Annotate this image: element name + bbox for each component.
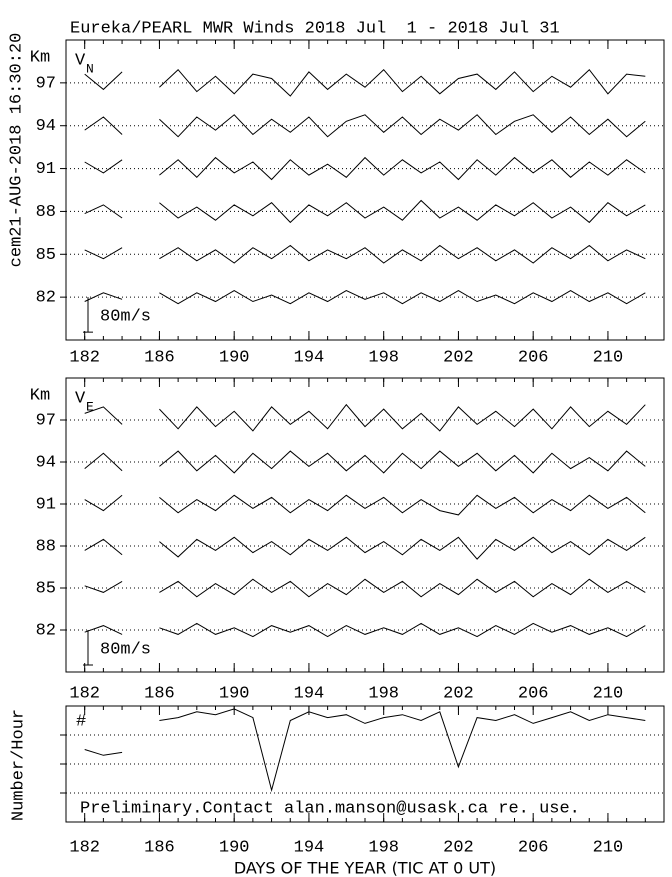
trace: [84, 494, 646, 516]
trace: [84, 622, 646, 638]
trace: [84, 199, 646, 224]
plot-frame: [65, 377, 665, 673]
trace: [84, 290, 646, 305]
x-tick-label: 210: [593, 684, 624, 703]
x-tick-label: 186: [144, 348, 175, 367]
x-tick-label: 206: [518, 838, 549, 857]
note: Preliminary.Contact alan.manson@usask.ca…: [80, 799, 580, 818]
y-tick-label: 85: [36, 246, 56, 265]
y-tick-label: 82: [36, 289, 56, 308]
y-tick-label: 94: [36, 453, 56, 472]
scale-label: 80m/s: [100, 308, 151, 327]
x-tick-label: 182: [69, 838, 100, 857]
x-tick-label: 194: [294, 838, 325, 857]
x-tick-label: 202: [443, 838, 474, 857]
plot-frame: [65, 39, 665, 341]
x-tick-label: 182: [69, 348, 100, 367]
x-tick-label: 202: [443, 684, 474, 703]
trace: [84, 403, 646, 432]
trace: [84, 114, 646, 138]
trace: [84, 578, 646, 598]
component-sub: N: [86, 61, 94, 76]
scale-label: 80m/s: [100, 640, 151, 659]
x-tick-label: 194: [294, 348, 325, 367]
chart-title: Eureka/PEARL MWR Winds 2018 Jul 1 - 2018…: [70, 19, 560, 38]
trace: [84, 68, 646, 97]
x-tick-label: 186: [144, 684, 175, 703]
component-label: V: [75, 51, 86, 70]
x-tick-label: 198: [368, 684, 399, 703]
trace: [84, 708, 646, 793]
y-tick-label: 82: [36, 621, 56, 640]
y-unit: Km: [30, 386, 50, 405]
stamp: cem21-AUG-2018 16:30:20: [7, 33, 26, 268]
y-tick-label: 91: [36, 160, 56, 179]
x-tick-label: 198: [368, 348, 399, 367]
y-tick-label: 97: [36, 74, 56, 93]
y-tick-label: 88: [36, 203, 56, 222]
x-tick-label: 210: [593, 348, 624, 367]
x-tick-label: 190: [219, 348, 250, 367]
y-axis-title: Number/Hour: [9, 709, 28, 821]
x-tick-label: 202: [443, 348, 474, 367]
x-tick-label: 186: [144, 838, 175, 857]
x-tick-label: 194: [294, 684, 325, 703]
count-marker: #: [76, 712, 86, 731]
x-tick-label: 206: [518, 348, 549, 367]
x-tick-label: 206: [518, 684, 549, 703]
y-tick-label: 97: [36, 411, 56, 430]
x-tick-label: 198: [368, 838, 399, 857]
x-tick-label: 210: [593, 838, 624, 857]
x-axis-title: DAYS OF THE YEAR (TIC AT 0 UT): [234, 859, 496, 877]
y-tick-label: 88: [36, 537, 56, 556]
component-label: V: [75, 389, 86, 408]
x-tick-label: 190: [219, 684, 250, 703]
trace: [84, 156, 646, 181]
trace: [84, 536, 646, 560]
trace: [84, 244, 646, 264]
y-unit: Km: [30, 48, 50, 67]
y-tick-label: 91: [36, 495, 56, 514]
y-tick-label: 94: [36, 117, 56, 136]
component-sub: E: [86, 399, 94, 414]
x-tick-label: 190: [219, 838, 250, 857]
y-tick-label: 85: [36, 579, 56, 598]
trace: [84, 450, 646, 474]
x-tick-label: 182: [69, 684, 100, 703]
